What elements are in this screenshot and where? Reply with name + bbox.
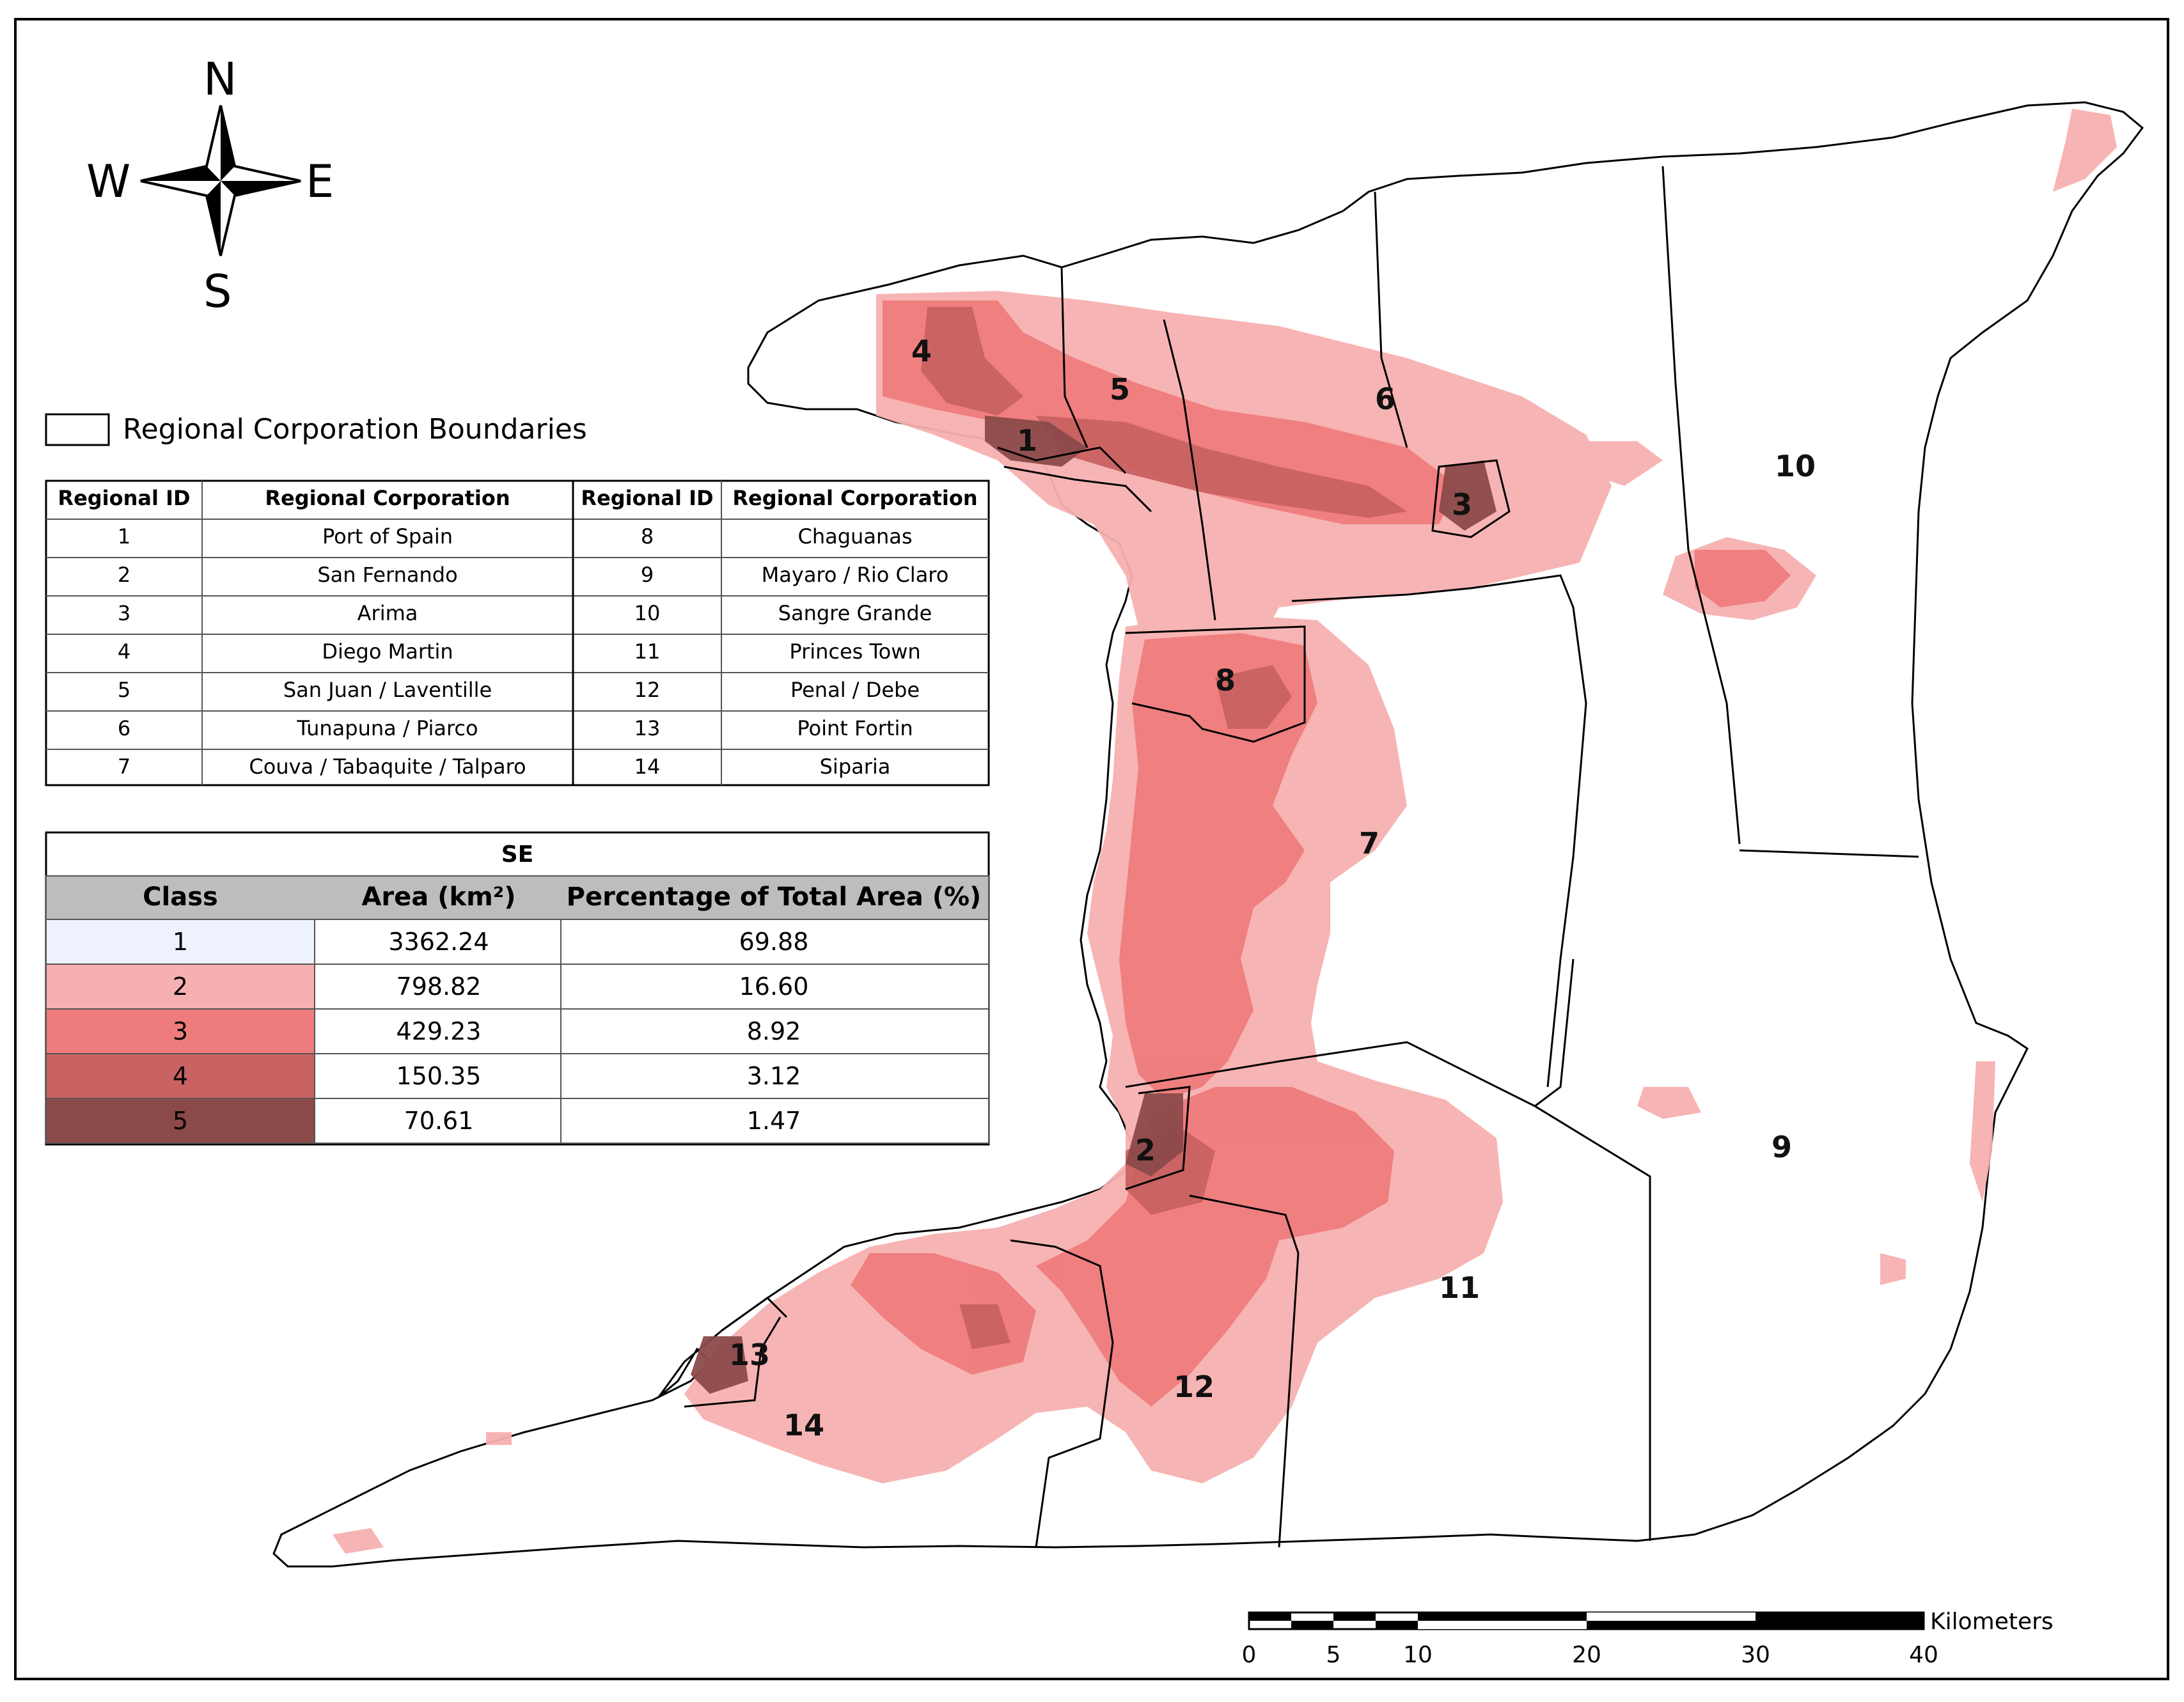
- region-labels: 1 2 3 4 5 6 7 8 9 10 11 12 13 14: [729, 334, 1816, 1442]
- class-table: SE Class Area (km²) Percentage of Total …: [45, 831, 990, 1146]
- class-swatch: [45, 1098, 315, 1144]
- class-table-class-cell: 5: [173, 1107, 188, 1135]
- class-table-header-class: Class: [143, 882, 218, 912]
- region-table-header-name-1: Regional Corporation: [265, 486, 510, 510]
- scale-tick-40: 40: [1909, 1642, 1938, 1668]
- region-table-header-id-2: Regional ID: [581, 486, 713, 510]
- scale-unit: Kilometers: [1930, 1609, 2054, 1635]
- region-label-9: 9: [1772, 1130, 1792, 1164]
- region-table-cell: 14: [634, 754, 661, 779]
- region-table-header-name-2: Regional Corporation: [732, 486, 977, 510]
- region-table-cell: 8: [641, 524, 654, 549]
- boundary-legend: Regional Corporation Boundaries: [45, 413, 587, 446]
- class-table-pct-cell: 16.60: [739, 972, 809, 1001]
- region-table-cell: Tunapuna / Piarco: [296, 716, 478, 740]
- region-label-5: 5: [1110, 372, 1130, 407]
- class-table-rows: 1 3362.24 69.88 2 798.82 16.60 3 429.23 8.92 4 150…: [45, 919, 989, 1144]
- region-label-6: 6: [1375, 382, 1395, 416]
- region-table-cell: 2: [118, 563, 130, 587]
- region-table-cell: 13: [634, 716, 661, 740]
- class-table-class-cell: 4: [173, 1062, 188, 1090]
- region-table-cell: 10: [634, 601, 661, 625]
- region-label-13: 13: [729, 1338, 770, 1372]
- compass-north: N: [203, 53, 237, 105]
- region-label-7: 7: [1359, 826, 1379, 861]
- region-table-rows: 1 Port of Spain 8 Chaguanas 2 San Fernando 9 Ma…: [118, 524, 949, 779]
- boundary-legend-label: Regional Corporation Boundaries: [123, 413, 587, 446]
- scale-tick-30: 30: [1741, 1642, 1770, 1668]
- class-table-header-pct: Percentage of Total Area (%): [567, 882, 982, 912]
- class-table-area-cell: 429.23: [397, 1017, 482, 1045]
- region-table-cell: 4: [118, 639, 130, 664]
- map-frame: [14, 18, 2169, 1680]
- compass-east: E: [306, 155, 334, 208]
- region-table-cell: Diego Martin: [322, 639, 453, 664]
- region-label-11: 11: [1439, 1270, 1480, 1305]
- region-label-3: 3: [1452, 487, 1472, 522]
- class-table-area-cell: 3362.24: [388, 928, 489, 956]
- region-label-1: 1: [1017, 423, 1037, 458]
- class-table-pct-cell: 69.88: [739, 928, 809, 956]
- scale-tick-0: 0: [1242, 1642, 1257, 1668]
- boundary-legend-swatch: [45, 413, 110, 446]
- region-table-cell: Arima: [357, 601, 418, 625]
- class-table-area-cell: 150.35: [397, 1062, 482, 1090]
- region-label-2: 2: [1135, 1133, 1156, 1167]
- scale-bar: Kilometers 0 5 10 20 30 40: [1242, 1609, 2054, 1668]
- compass-south: S: [203, 265, 232, 318]
- region-label-4: 4: [911, 334, 932, 368]
- region-table-cell: 6: [118, 716, 130, 740]
- region-table-cell: 12: [634, 678, 661, 702]
- region-table-cell: San Juan / Laventille: [283, 678, 492, 702]
- region-table-cell: Princes Town: [789, 639, 920, 664]
- region-table-cell: Couva / Tabaquite / Talparo: [249, 754, 526, 779]
- region-table-cell: Mayaro / Rio Claro: [762, 563, 949, 587]
- class-table-area-cell: 70.61: [404, 1107, 474, 1135]
- region-table-cell: San Fernando: [317, 563, 457, 587]
- region-table-cell: 11: [634, 639, 661, 664]
- region-table-cell: Chaguanas: [798, 524, 913, 549]
- scale-tick-20: 20: [1572, 1642, 1601, 1668]
- class-table-class-cell: 1: [173, 928, 188, 956]
- class-swatch: [45, 1053, 315, 1099]
- region-label-14: 14: [783, 1408, 824, 1442]
- class-table-area-cell: 798.82: [397, 972, 482, 1001]
- class-table-class-cell: 3: [173, 1017, 188, 1045]
- region-table-cell: 9: [641, 563, 654, 587]
- scale-tick-5: 5: [1326, 1642, 1341, 1668]
- region-label-12: 12: [1174, 1370, 1214, 1404]
- class-swatch: [45, 919, 315, 965]
- region-table-cell: 7: [118, 754, 130, 779]
- region-table-cell: 1: [118, 524, 130, 549]
- region-label-8: 8: [1215, 663, 1236, 698]
- region-table-cell: Siparia: [820, 754, 891, 779]
- region-table: Regional ID Regional Corporation Regiona…: [45, 480, 990, 786]
- region-table-cell: Penal / Debe: [790, 678, 920, 702]
- region-label-10: 10: [1775, 449, 1816, 483]
- region-table-cell: Point Fortin: [797, 716, 913, 740]
- compass-west: W: [86, 155, 130, 208]
- scale-tick-10: 10: [1403, 1642, 1433, 1668]
- class-table-header-area: Area (km²): [361, 882, 515, 912]
- class-table-pct-cell: 1.47: [747, 1107, 801, 1135]
- class-table-pct-cell: 8.92: [747, 1017, 801, 1045]
- region-table-cell: 3: [118, 601, 130, 625]
- regional-boundaries: [684, 166, 1919, 1548]
- region-table-cell: 5: [118, 678, 130, 702]
- class-table-title: SE: [501, 841, 534, 868]
- class-5-zones: [691, 416, 1497, 1394]
- region-table-header-id-1: Regional ID: [58, 486, 190, 510]
- compass-rose: N S E W: [86, 53, 334, 318]
- class-table-class-cell: 2: [173, 972, 188, 1001]
- class-table-pct-cell: 3.12: [747, 1062, 801, 1090]
- class-4-zones: [921, 307, 1407, 1349]
- region-table-cell: Sangre Grande: [778, 601, 932, 625]
- region-table-cell: Port of Spain: [322, 524, 453, 549]
